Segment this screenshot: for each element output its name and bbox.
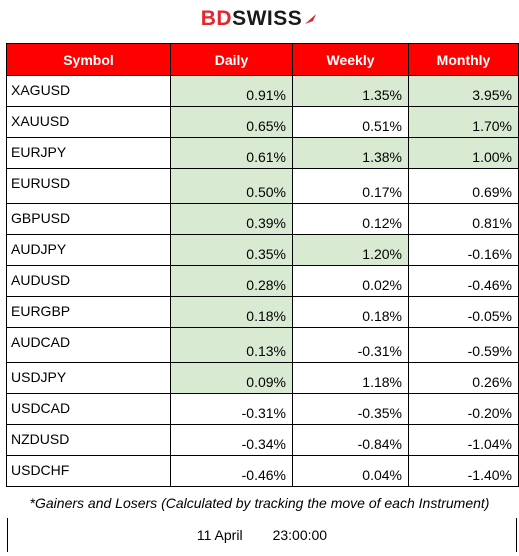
- monthly-change-cell: -0.46%: [408, 265, 519, 297]
- weekly-change-cell: 1.20%: [292, 234, 409, 266]
- symbol-cell: USDCHF: [6, 455, 171, 487]
- table-header-row: Symbol Daily Weekly Monthly: [6, 43, 519, 76]
- daily-change-cell: 0.65%: [170, 106, 293, 138]
- symbol-cell: AUDUSD: [6, 265, 171, 297]
- table-row: USDCAD -0.31% -0.35% -0.20%: [6, 393, 519, 425]
- weekly-change-cell: 1.35%: [292, 75, 409, 107]
- monthly-change-cell: -1.04%: [408, 424, 519, 456]
- monthly-change-cell: -0.20%: [408, 393, 519, 425]
- timestamp-box: 11 April 23:00:00: [7, 518, 517, 552]
- column-header-daily: Daily: [170, 43, 293, 76]
- monthly-change-cell: 0.69%: [408, 168, 519, 204]
- logo-bd-text: BD: [200, 7, 233, 30]
- daily-change-cell: 0.28%: [170, 265, 293, 297]
- monthly-change-cell: -1.40%: [408, 455, 519, 487]
- gainers-losers-note: *Gainers and Losers (Calculated by track…: [29, 495, 490, 511]
- logo-swiss-text: SWISS: [232, 7, 303, 30]
- weekly-change-cell: -0.31%: [292, 327, 409, 363]
- table-row: EURUSD 0.50% 0.17% 0.69%: [6, 168, 519, 204]
- table-row: NZDUSD -0.34% -0.84% -1.04%: [6, 424, 519, 456]
- table-row: EURGBP 0.18% 0.18% -0.05%: [6, 296, 519, 328]
- monthly-change-cell: 1.70%: [408, 106, 519, 138]
- weekly-change-cell: 0.04%: [292, 455, 409, 487]
- logo-arrow-icon: [305, 14, 317, 24]
- daily-change-cell: 0.50%: [170, 168, 293, 204]
- weekly-change-cell: 0.12%: [292, 203, 409, 235]
- symbol-cell: XAGUSD: [6, 75, 171, 107]
- table-row: AUDCAD 0.13% -0.31% -0.59%: [6, 327, 519, 363]
- table-row: USDJPY 0.09% 1.18% 0.26%: [6, 362, 519, 394]
- symbol-cell: USDJPY: [6, 362, 171, 394]
- monthly-change-cell: -0.05%: [408, 296, 519, 328]
- table-row: EURJPY 0.61% 1.38% 1.00%: [6, 137, 519, 169]
- daily-change-cell: -0.46%: [170, 455, 293, 487]
- timestamp-date: 11 April: [196, 527, 243, 543]
- daily-change-cell: 0.09%: [170, 362, 293, 394]
- symbol-cell: XAUUSD: [6, 106, 171, 138]
- monthly-change-cell: -0.16%: [408, 234, 519, 266]
- table-row: AUDUSD 0.28% 0.02% -0.46%: [6, 265, 519, 297]
- weekly-change-cell: 1.38%: [292, 137, 409, 169]
- symbol-cell: AUDJPY: [6, 234, 171, 266]
- table-row: XAGUSD 0.91% 1.35% 3.95%: [6, 75, 519, 107]
- weekly-change-cell: 0.02%: [292, 265, 409, 297]
- brand-logo: BDSWISS: [0, 6, 519, 32]
- symbol-cell: AUDCAD: [6, 327, 171, 363]
- monthly-change-cell: 0.81%: [408, 203, 519, 235]
- monthly-change-cell: -0.59%: [408, 327, 519, 363]
- daily-change-cell: 0.18%: [170, 296, 293, 328]
- column-header-weekly: Weekly: [292, 43, 409, 76]
- symbol-cell: USDCAD: [6, 393, 171, 425]
- weekly-change-cell: -0.84%: [292, 424, 409, 456]
- daily-change-cell: 0.13%: [170, 327, 293, 363]
- weekly-change-cell: 0.17%: [292, 168, 409, 204]
- performance-table: Symbol Daily Weekly Monthly XAGUSD 0.91% 1…: [6, 43, 519, 487]
- table-row: GBPUSD 0.39% 0.12% 0.81%: [6, 203, 519, 235]
- daily-change-cell: 0.35%: [170, 234, 293, 266]
- table-row: XAUUSD 0.65% 0.51% 1.70%: [6, 106, 519, 138]
- daily-change-cell: 0.91%: [170, 75, 293, 107]
- weekly-change-cell: 1.18%: [292, 362, 409, 394]
- table-row: AUDJPY 0.35% 1.20% -0.16%: [6, 234, 519, 266]
- symbol-cell: GBPUSD: [6, 203, 171, 235]
- monthly-change-cell: 0.26%: [408, 362, 519, 394]
- monthly-change-cell: 3.95%: [408, 75, 519, 107]
- symbol-cell: EURUSD: [6, 168, 171, 204]
- daily-change-cell: -0.31%: [170, 393, 293, 425]
- weekly-change-cell: 0.51%: [292, 106, 409, 138]
- daily-change-cell: 0.61%: [170, 137, 293, 169]
- monthly-change-cell: 1.00%: [408, 137, 519, 169]
- weekly-change-cell: -0.35%: [292, 393, 409, 425]
- column-header-monthly: Monthly: [408, 43, 519, 76]
- symbol-cell: EURJPY: [6, 137, 171, 169]
- weekly-change-cell: 0.18%: [292, 296, 409, 328]
- symbol-cell: NZDUSD: [6, 424, 171, 456]
- daily-change-cell: -0.34%: [170, 424, 293, 456]
- timestamp-time: 23:00:00: [272, 527, 328, 543]
- table-row: USDCHF -0.46% 0.04% -1.40%: [6, 455, 519, 487]
- symbol-cell: EURGBP: [6, 296, 171, 328]
- daily-change-cell: 0.39%: [170, 203, 293, 235]
- column-header-symbol: Symbol: [6, 43, 171, 76]
